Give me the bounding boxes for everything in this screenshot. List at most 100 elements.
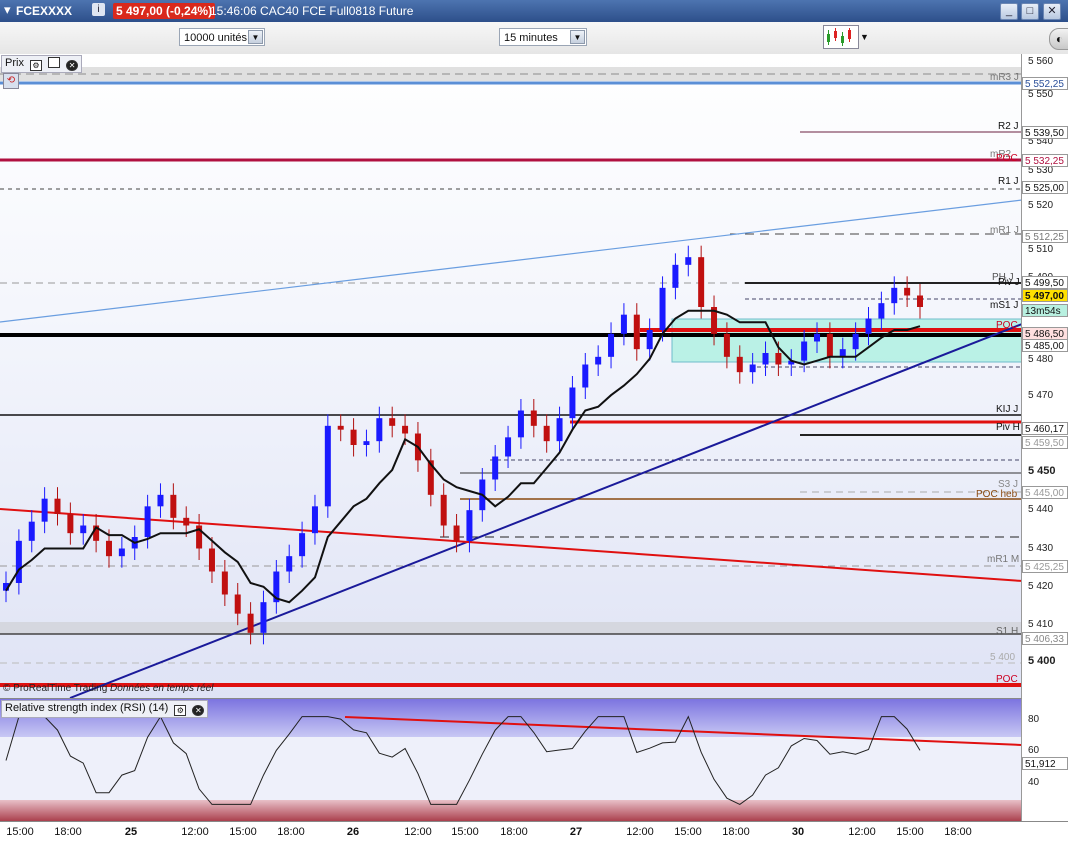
interval-select[interactable]: 15 minutes ▼ [499, 28, 587, 46]
chevron-down-icon[interactable]: ▼ [570, 30, 585, 44]
time-tick: 27 [569, 826, 583, 838]
info-icon[interactable]: i [92, 3, 105, 16]
candle-body [517, 410, 524, 438]
price-chart-canvas[interactable] [0, 54, 1022, 698]
candle-body [762, 353, 769, 365]
price-chart[interactable]: Prix ⚙ ✕ ⟲ mR3 J R2 J mR2 POC R1 J mR1 J… [0, 54, 1022, 698]
price-level-box: 5 512,25 [1022, 230, 1068, 243]
candle-body [93, 525, 100, 541]
price-panel-tag[interactable]: Prix ⚙ ✕ [1, 55, 83, 73]
close-icon[interactable]: ✕ [66, 60, 79, 71]
level-label: Piv J [998, 277, 1020, 288]
candle-body [337, 425, 344, 430]
time-tick: 18:00 [277, 826, 305, 838]
time-tick: 25 [124, 826, 138, 838]
time-tick: 18:00 [54, 826, 82, 838]
candle-body [247, 613, 254, 633]
minimize-button[interactable]: _ [1000, 3, 1018, 20]
price-level-box: 5 425,25 [1022, 560, 1068, 573]
candle-body [80, 525, 87, 534]
candle-body [41, 498, 48, 522]
close-icon[interactable]: ✕ [192, 705, 205, 716]
candle-body [788, 360, 795, 365]
units-select-value: 10000 unités [184, 32, 247, 44]
level-label: R2 J [998, 121, 1019, 132]
candle-body [775, 353, 782, 365]
rsi-trend-line [344, 716, 1021, 746]
time-tick: 15:00 [229, 826, 257, 838]
price-level-box: 5 445,00 [1022, 486, 1068, 499]
candle-body [826, 333, 833, 357]
chart-type-dropdown-icon[interactable]: ▼ [860, 32, 869, 42]
price-axis[interactable]: 5 560 5 550 5 540 5 530 5 520 5 510 5 49… [1022, 54, 1068, 821]
time-tick: 18:00 [722, 826, 750, 838]
units-select[interactable]: 10000 unités ▼ [179, 28, 265, 46]
price-tick: 5 420 [1028, 581, 1054, 592]
rsi-canvas[interactable] [0, 699, 1022, 821]
candle-body [891, 287, 898, 304]
level-label: mR1 J [990, 225, 1019, 236]
price-tick: 5 410 [1028, 619, 1054, 630]
realtime-note: Données en temps réel [110, 683, 214, 694]
wrench-icon[interactable]: ⚙ [30, 60, 43, 71]
candle-body [183, 517, 190, 526]
side-panel-toggle-icon[interactable]: ◐ [1049, 28, 1068, 50]
candle-body [196, 525, 203, 549]
candle-body [311, 506, 318, 534]
window-icon[interactable] [48, 57, 61, 68]
time-tick: 18:00 [944, 826, 972, 838]
maximize-button[interactable]: □ [1021, 3, 1039, 20]
chevron-down-icon[interactable]: ▼ [248, 30, 263, 44]
time-tick: 30 [791, 826, 805, 838]
price-tick: 5 440 [1028, 504, 1054, 515]
time-tick: 18:00 [500, 826, 528, 838]
candle-body [54, 498, 61, 514]
price-tick: 5 550 [1028, 89, 1054, 100]
candle-body [350, 429, 357, 445]
candle-body [260, 602, 267, 633]
level-label: S1 H [996, 626, 1019, 637]
candlestick-chart-icon[interactable] [823, 25, 859, 49]
candle-body [801, 341, 808, 361]
price-level-box: 5 539,50 [1022, 126, 1068, 139]
price-tick: 5 480 [1028, 354, 1054, 365]
candle-body [440, 494, 447, 526]
symbol-label[interactable]: FCEXXXX [16, 4, 73, 18]
candle-body [543, 425, 550, 442]
candle-body [659, 287, 666, 330]
rsi-panel-tag[interactable]: Relative strength index (RSI) (14) ⚙ ✕ [1, 700, 209, 718]
close-button[interactable]: ✕ [1043, 3, 1061, 20]
candle-body [273, 571, 280, 603]
time-axis[interactable]: 15:00 18:00 25 12:00 15:00 18:00 26 12:0… [0, 821, 1068, 844]
rsi-panel-title: Relative strength index (RSI) (14) [5, 702, 169, 714]
level-label: mR1 M [987, 554, 1020, 565]
candle-body [814, 333, 821, 342]
price-tick: 5 400 [1028, 655, 1056, 667]
window-menu-icon[interactable]: ▾ [4, 2, 11, 17]
trend-line-support [69, 323, 1021, 698]
refresh-icon[interactable]: ⟲ [3, 73, 19, 89]
candle-body [530, 410, 537, 426]
candle-body [723, 333, 730, 357]
level-label: POC [996, 674, 1018, 685]
wrench-icon[interactable]: ⚙ [174, 705, 187, 716]
level-label: mS1 J [990, 300, 1019, 311]
price-change-badge: 5 497,00 (-0,24%) [113, 3, 216, 19]
price-level-box: 5 525,00 [1022, 181, 1068, 194]
candles [3, 245, 923, 645]
candle-body [685, 257, 692, 265]
rsi-panel[interactable]: Relative strength index (RSI) (14) ⚙ ✕ [0, 698, 1022, 821]
value-area-zone [671, 318, 1021, 363]
title-bar: ▾ FCEXXXX i 5 497,00 (-0,24%) 15:46:06 C… [0, 0, 1068, 22]
candle-body [608, 333, 615, 357]
kijun-line [5, 309, 921, 604]
interval-select-value: 15 minutes [504, 32, 558, 44]
level-label: POC [996, 153, 1018, 164]
last-price-box: 5 497,00 [1022, 289, 1068, 302]
time-tick: 12:00 [626, 826, 654, 838]
candle-body [221, 571, 228, 595]
price-panel-title: Prix [5, 57, 24, 69]
candle-body [505, 437, 512, 457]
candle-body [878, 303, 885, 319]
time-tick: 15:00 [6, 826, 34, 838]
